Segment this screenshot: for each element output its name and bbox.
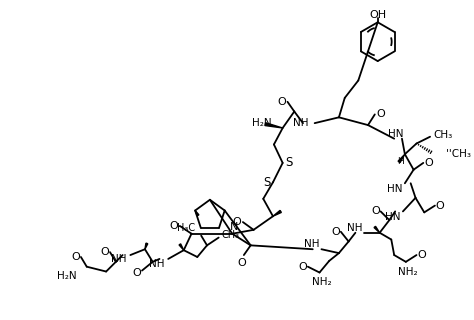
Text: S: S [285, 156, 292, 169]
Text: O: O [237, 258, 246, 268]
Text: HN: HN [384, 212, 400, 222]
Text: NH: NH [111, 254, 127, 264]
Text: NH: NH [346, 223, 362, 233]
Polygon shape [145, 243, 148, 249]
Text: O: O [72, 252, 81, 262]
Text: NH: NH [304, 239, 319, 249]
Text: O: O [233, 217, 241, 227]
Text: NH: NH [149, 259, 164, 269]
Polygon shape [273, 210, 282, 216]
Text: NH: NH [293, 118, 309, 128]
Text: HN: HN [387, 184, 403, 194]
Text: O: O [332, 227, 340, 237]
Text: OH: OH [369, 11, 386, 20]
Polygon shape [265, 123, 283, 128]
Text: HN: HN [388, 129, 404, 139]
Text: O: O [425, 158, 434, 168]
Text: O: O [170, 221, 178, 231]
Text: O: O [436, 201, 444, 211]
Text: S: S [264, 176, 271, 189]
Text: H₃C: H₃C [177, 223, 195, 233]
Text: O: O [299, 262, 308, 272]
Text: O: O [133, 268, 142, 277]
Text: H₂N: H₂N [57, 271, 77, 281]
Text: ''CH₃: ''CH₃ [446, 149, 471, 159]
Text: O: O [417, 250, 426, 260]
Text: NH₂: NH₂ [398, 267, 418, 276]
Polygon shape [195, 211, 199, 216]
Text: CH₃: CH₃ [221, 230, 239, 240]
Polygon shape [179, 244, 184, 250]
Text: O: O [376, 109, 385, 119]
Text: N: N [230, 222, 238, 232]
Text: CH₃: CH₃ [433, 130, 452, 140]
Text: O: O [101, 247, 109, 257]
Polygon shape [398, 154, 405, 163]
Text: H: H [397, 157, 403, 166]
Text: H₂N: H₂N [252, 118, 271, 128]
Polygon shape [374, 226, 380, 233]
Text: NH₂: NH₂ [311, 277, 331, 287]
Text: O: O [277, 97, 286, 107]
Text: O: O [372, 206, 380, 216]
